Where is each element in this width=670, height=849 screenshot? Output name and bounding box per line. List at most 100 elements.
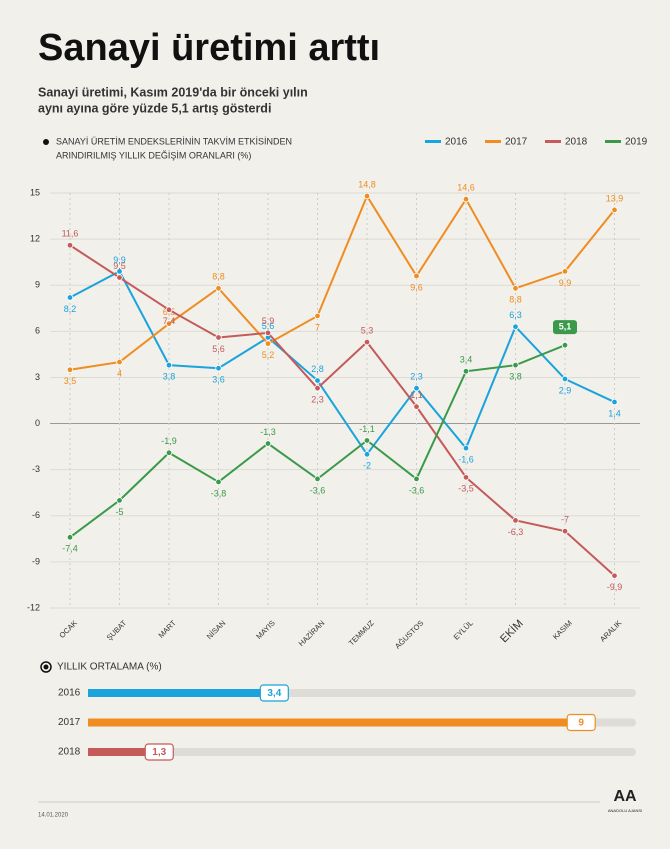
point bbox=[363, 338, 371, 346]
point bbox=[264, 329, 272, 337]
legend-swatch bbox=[485, 140, 501, 143]
point bbox=[215, 285, 222, 292]
value-label: -3,5 bbox=[458, 484, 474, 494]
point bbox=[611, 398, 618, 406]
value-label: 3,8 bbox=[509, 372, 522, 382]
point bbox=[314, 385, 321, 392]
bar-track bbox=[88, 748, 636, 756]
value-label: -2 bbox=[363, 461, 371, 471]
value-label: 5,9 bbox=[262, 316, 275, 326]
title: Sanayi üretimi arttı bbox=[38, 27, 380, 69]
point bbox=[462, 368, 470, 375]
logo: AA bbox=[613, 788, 637, 805]
legend-label: 2018 bbox=[565, 137, 588, 148]
point bbox=[512, 285, 519, 292]
point bbox=[413, 475, 420, 483]
value-label: 5,6 bbox=[212, 344, 225, 354]
value-label: 1,1 bbox=[410, 390, 423, 400]
point bbox=[611, 572, 618, 579]
value-label: 5,1 bbox=[559, 322, 572, 332]
value-label: 3,8 bbox=[163, 372, 176, 382]
point bbox=[116, 268, 123, 275]
legend-swatch bbox=[605, 140, 621, 143]
y-tick-label: -6 bbox=[32, 510, 40, 520]
bar bbox=[88, 748, 160, 756]
bar-label: 2017 bbox=[58, 717, 81, 728]
legend-swatch bbox=[425, 140, 441, 143]
value-label: -1,1 bbox=[359, 424, 375, 434]
legend-label: 2016 bbox=[445, 137, 468, 148]
value-label: 3,4 bbox=[267, 688, 281, 699]
point bbox=[165, 306, 173, 314]
y-tick-label: 9 bbox=[35, 280, 40, 290]
value-label: 9,6 bbox=[410, 282, 423, 292]
point bbox=[314, 377, 321, 384]
y-tick-label: -9 bbox=[32, 556, 40, 566]
value-label: -7 bbox=[561, 515, 569, 525]
value-label: 1,3 bbox=[152, 747, 166, 758]
y-tick-label: 12 bbox=[30, 233, 40, 243]
value-label: -1,9 bbox=[161, 436, 177, 446]
value-label: -3,8 bbox=[211, 488, 227, 498]
point bbox=[165, 449, 173, 456]
y-tick-label: 3 bbox=[35, 372, 40, 382]
value-label: -1,6 bbox=[458, 455, 474, 465]
value-label: 1,4 bbox=[608, 408, 621, 418]
series-line bbox=[69, 244, 616, 577]
value-label: 11,6 bbox=[62, 229, 79, 239]
value-box bbox=[144, 743, 174, 761]
point bbox=[66, 242, 74, 249]
bullet bbox=[43, 664, 49, 670]
subtitle: aynı ayına göre yüzde 5,1 artış gösterdi bbox=[38, 101, 271, 115]
point bbox=[561, 341, 569, 349]
value-label: 2,3 bbox=[311, 395, 324, 405]
value-label: 14,8 bbox=[358, 179, 376, 189]
point bbox=[512, 361, 519, 369]
point bbox=[66, 534, 74, 541]
series-line bbox=[69, 193, 616, 371]
value-label: 4 bbox=[117, 368, 122, 378]
point bbox=[165, 320, 173, 327]
point bbox=[116, 358, 123, 366]
value-label: 8,8 bbox=[509, 295, 522, 305]
legend-label: 2017 bbox=[505, 137, 528, 148]
point bbox=[413, 403, 420, 410]
bar bbox=[88, 689, 275, 697]
value-box bbox=[566, 713, 596, 732]
point bbox=[215, 478, 222, 486]
point bbox=[165, 361, 173, 369]
value-box bbox=[259, 684, 289, 702]
chart-title: ARINDIRILMIŞ YILLIK DEĞİŞİM ORANLARI (%) bbox=[56, 150, 251, 160]
value-label: 7 bbox=[315, 322, 320, 332]
bar-label: 2018 bbox=[58, 747, 81, 758]
value-label: 14,6 bbox=[457, 183, 475, 193]
value-label: 6,3 bbox=[509, 310, 522, 320]
value-label: 9 bbox=[578, 718, 584, 729]
point bbox=[314, 312, 321, 320]
value-label: 5,2 bbox=[262, 350, 275, 360]
point bbox=[462, 474, 470, 481]
value-label: 2,8 bbox=[311, 364, 324, 374]
value-label: 9,9 bbox=[113, 255, 126, 265]
point bbox=[215, 334, 222, 341]
point bbox=[512, 323, 519, 330]
subtitle: Sanayi üretimi, Kasım 2019'da bir önceki… bbox=[38, 85, 308, 99]
point bbox=[611, 206, 618, 214]
point bbox=[413, 385, 420, 392]
point bbox=[116, 497, 123, 504]
value-label: 5,6 bbox=[262, 321, 275, 331]
value-label: -5 bbox=[115, 507, 123, 517]
value-label: 2,3 bbox=[410, 372, 423, 382]
highlight-box bbox=[553, 320, 577, 335]
point bbox=[363, 192, 371, 200]
point bbox=[462, 195, 470, 203]
legend-label: 2019 bbox=[625, 137, 648, 148]
point bbox=[66, 366, 74, 373]
bar bbox=[88, 718, 582, 727]
point bbox=[363, 451, 371, 458]
value-label: 8,8 bbox=[212, 272, 225, 282]
point bbox=[363, 437, 371, 444]
y-tick-label: 0 bbox=[35, 418, 40, 428]
value-label: -7,4 bbox=[62, 544, 78, 554]
